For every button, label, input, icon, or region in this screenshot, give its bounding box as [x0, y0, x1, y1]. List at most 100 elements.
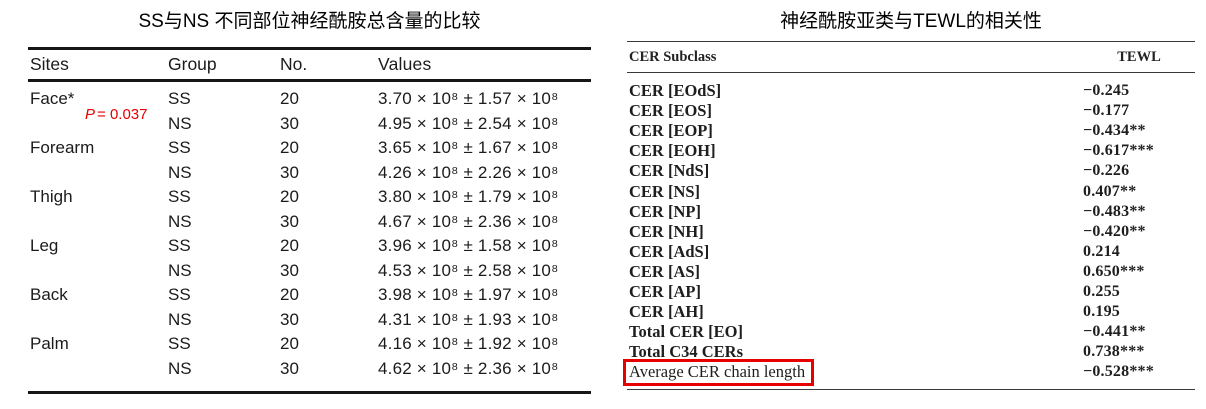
table-row: CER [AP] 0.255 — [629, 282, 1195, 302]
left-table-body: Face* SS 20 3.70 × 10⁸ ± 1.57 × 10⁸ NS 30 4.95… — [28, 82, 591, 391]
cer-label: CER [NH] — [629, 221, 704, 241]
tewl-value-cell: −0.434** — [1083, 122, 1146, 140]
value-cell: 4.67 × 10⁸ ± 2.36 × 10⁸ — [378, 211, 559, 231]
cer-subclass-cell: CER [NdS] — [629, 161, 1083, 181]
cer-label: CER [EOH] — [629, 141, 716, 161]
tewl-value-cell: 0.738*** — [1083, 343, 1145, 361]
cer-label: CER [EOdS] — [629, 81, 722, 101]
cer-label: CER [NP] — [629, 201, 701, 221]
no-cell: 30 — [280, 260, 299, 280]
cer-subclass-cell: Total C34 CERs — [629, 342, 1074, 362]
tewl-value-cell: 0.255 — [1083, 282, 1120, 300]
group-cell: SS — [168, 236, 191, 256]
tewl-value-cell: −0.483** — [1083, 202, 1146, 220]
table-row: NS 30 4.31 × 10⁸ ± 1.93 × 10⁸ — [30, 308, 591, 333]
no-cell: 30 — [280, 309, 299, 329]
p-value-symbol: P — [85, 106, 96, 123]
table-row: NS 30 4.95 × 10⁸ ± 2.54 × 10⁸ — [30, 112, 591, 137]
group-cell: SS — [168, 334, 191, 354]
value-cell: 3.98 × 10⁸ ± 1.97 × 10⁸ — [378, 285, 559, 305]
cer-subclass-cell: Total CER [EO] — [629, 322, 1083, 342]
table-row: NS 30 4.53 × 10⁸ ± 2.58 × 10⁸ — [30, 259, 591, 284]
left-table-title: SS与NS 不同部位神经酰胺总含量的比较 — [138, 11, 481, 32]
table-row: CER [AdS] 0.214 — [629, 242, 1195, 262]
tewl-value-cell: −0.617*** — [1083, 142, 1154, 160]
tewl-value-cell: 0.195 — [1083, 303, 1120, 321]
table-row: CER [NdS] −0.226 — [629, 161, 1195, 181]
site-cell: Thigh — [30, 187, 73, 207]
site-cell: Back — [30, 285, 68, 305]
right-table-body: CER [EOdS] −0.245 CER [EOS] −0.177 CER [EOP]… — [623, 73, 1195, 389]
header-values: Values — [378, 54, 432, 74]
group-cell: NS — [168, 260, 192, 280]
tewl-value-cell: −0.245 — [1083, 82, 1130, 100]
group-cell: SS — [168, 89, 191, 109]
group-cell: NS — [168, 358, 192, 378]
cer-label: CER [NdS] — [629, 161, 710, 181]
no-cell: 20 — [280, 236, 299, 256]
site-cell: Leg — [30, 236, 59, 256]
group-cell: SS — [168, 187, 191, 207]
cer-subclass-cell: Average CER chain length — [623, 359, 1083, 387]
cer-label: CER [NS] — [629, 181, 701, 201]
value-cell: 3.80 × 10⁸ ± 1.79 × 10⁸ — [378, 187, 559, 207]
value-cell: 4.31 × 10⁸ ± 1.93 × 10⁸ — [378, 309, 559, 329]
p-value-annotation: P = 0.037 — [85, 106, 147, 123]
site-cell: Forearm — [30, 138, 95, 158]
cer-subclass-cell: CER [NH] — [629, 222, 1083, 242]
value-cell: 4.95 × 10⁸ ± 2.54 × 10⁸ — [378, 113, 559, 133]
cer-label: CER [EOS] — [629, 101, 712, 121]
no-cell: 20 — [280, 187, 299, 207]
group-cell: NS — [168, 211, 192, 231]
table-row: CER [AH] 0.195 — [629, 302, 1195, 322]
tewl-value-cell: −0.226 — [1083, 162, 1130, 180]
no-cell: 30 — [280, 162, 299, 182]
table-row: Total C34 CERs 0.738*** — [629, 342, 1195, 362]
header-no: No. — [280, 54, 308, 74]
table-row: CER [NS] 0.407** — [629, 181, 1195, 201]
group-cell: NS — [168, 162, 192, 182]
cer-label: CER [AP] — [629, 281, 701, 301]
no-cell: 30 — [280, 211, 299, 231]
no-cell: 20 — [280, 89, 299, 109]
table-row: NS 30 4.26 × 10⁸ ± 2.26 × 10⁸ — [30, 161, 591, 186]
table-row: Thigh SS 20 3.80 × 10⁸ ± 1.79 × 10⁸ — [30, 185, 591, 210]
group-cell: SS — [168, 138, 191, 158]
p-value-text: = 0.037 — [97, 106, 148, 123]
value-cell: 3.70 × 10⁸ ± 1.57 × 10⁸ — [378, 89, 559, 109]
site-cell: Palm — [30, 334, 69, 354]
value-cell: 3.96 × 10⁸ ± 1.58 × 10⁸ — [378, 236, 559, 256]
table-row: CER [NH] −0.420** — [629, 222, 1195, 242]
no-cell: 20 — [280, 334, 299, 354]
group-cell: NS — [168, 113, 192, 133]
cer-subclass-cell: CER [NP] — [629, 202, 1083, 222]
tewl-value-cell: −0.420** — [1083, 222, 1146, 240]
cer-subclass-cell: CER [EOP] — [629, 121, 1083, 141]
table-row: Average CER chain length −0.528*** — [623, 359, 1195, 387]
table-row: Back SS 20 3.98 × 10⁸ ± 1.97 × 10⁸ — [30, 283, 591, 308]
cer-subclass-cell: CER [NS] — [629, 182, 1074, 202]
cer-subclass-cell: CER [AP] — [629, 282, 1074, 302]
header-sites: Sites — [30, 54, 69, 74]
right-table: CER Subclass TEWL CER [EOdS] −0.245 CER [E… — [623, 41, 1195, 391]
highlighted-cer-label: Average CER chain length — [623, 359, 815, 387]
no-cell: 20 — [280, 138, 299, 158]
cer-subclass-cell: CER [AS] — [629, 262, 1074, 282]
site-cell: Face* — [30, 89, 75, 109]
header-group: Group — [168, 54, 217, 74]
left-table-header-row: Sites Group No. Values — [28, 50, 591, 82]
header-tewl: TEWL — [1117, 48, 1161, 65]
cer-subclass-cell: CER [EOS] — [629, 101, 1083, 121]
tewl-value-cell: −0.441** — [1083, 323, 1146, 341]
cer-subclass-cell: CER [EOH] — [629, 141, 1083, 161]
table-row: CER [NP] −0.483** — [629, 202, 1195, 222]
tewl-value-cell: 0.214 — [1083, 242, 1120, 260]
value-cell: 3.65 × 10⁸ ± 1.67 × 10⁸ — [378, 138, 559, 158]
cer-label: Total CER [EO] — [629, 322, 743, 342]
table-row: Palm SS 20 4.16 × 10⁸ ± 1.92 × 10⁸ — [30, 332, 591, 357]
group-cell: NS — [168, 309, 192, 329]
table-row: CER [EOdS] −0.245 — [629, 81, 1195, 101]
cer-label: CER [AS] — [629, 261, 701, 281]
group-cell: SS — [168, 285, 191, 305]
